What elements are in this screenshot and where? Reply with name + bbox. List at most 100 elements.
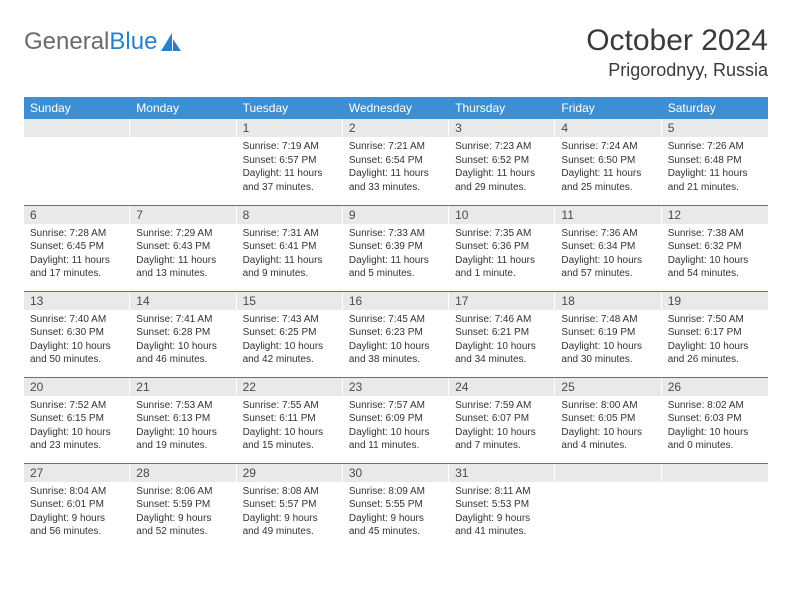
day-number (662, 464, 768, 482)
calendar-cell: 4Sunrise: 7:24 AMSunset: 6:50 PMDaylight… (555, 119, 661, 205)
day-number: 30 (343, 464, 449, 482)
calendar-cell: 28Sunrise: 8:06 AMSunset: 5:59 PMDayligh… (130, 463, 236, 549)
calendar-week: 27Sunrise: 8:04 AMSunset: 6:01 PMDayligh… (24, 463, 768, 549)
calendar-cell: 27Sunrise: 8:04 AMSunset: 6:01 PMDayligh… (24, 463, 130, 549)
day-header-row: SundayMondayTuesdayWednesdayThursdayFrid… (24, 97, 768, 119)
cell-body: Sunrise: 7:46 AMSunset: 6:21 PMDaylight:… (449, 310, 555, 370)
daylight-text: Daylight: 10 hours and 38 minutes. (349, 340, 443, 367)
sunrise-text: Sunrise: 7:21 AM (349, 140, 443, 154)
day-number: 16 (343, 292, 449, 310)
daylight-text: Daylight: 10 hours and 11 minutes. (349, 426, 443, 453)
sunrise-text: Sunrise: 7:28 AM (30, 227, 124, 241)
cell-body: Sunrise: 7:53 AMSunset: 6:13 PMDaylight:… (130, 396, 236, 456)
daylight-text: Daylight: 10 hours and 30 minutes. (561, 340, 655, 367)
daylight-text: Daylight: 10 hours and 19 minutes. (136, 426, 230, 453)
calendar-cell: 30Sunrise: 8:09 AMSunset: 5:55 PMDayligh… (343, 463, 449, 549)
day-number: 4 (555, 119, 661, 137)
calendar-cell: 29Sunrise: 8:08 AMSunset: 5:57 PMDayligh… (237, 463, 343, 549)
day-number: 29 (237, 464, 343, 482)
day-number: 20 (24, 378, 130, 396)
calendar-cell: 1Sunrise: 7:19 AMSunset: 6:57 PMDaylight… (237, 119, 343, 205)
calendar-week: 1Sunrise: 7:19 AMSunset: 6:57 PMDaylight… (24, 119, 768, 205)
sunrise-text: Sunrise: 7:41 AM (136, 313, 230, 327)
daylight-text: Daylight: 11 hours and 1 minute. (455, 254, 549, 281)
daylight-text: Daylight: 10 hours and 50 minutes. (30, 340, 124, 367)
calendar-cell: 19Sunrise: 7:50 AMSunset: 6:17 PMDayligh… (662, 291, 768, 377)
calendar-cell: 21Sunrise: 7:53 AMSunset: 6:13 PMDayligh… (130, 377, 236, 463)
calendar-week: 13Sunrise: 7:40 AMSunset: 6:30 PMDayligh… (24, 291, 768, 377)
day-number: 28 (130, 464, 236, 482)
calendar-cell: 16Sunrise: 7:45 AMSunset: 6:23 PMDayligh… (343, 291, 449, 377)
calendar-cell: 17Sunrise: 7:46 AMSunset: 6:21 PMDayligh… (449, 291, 555, 377)
daylight-text: Daylight: 11 hours and 29 minutes. (455, 167, 549, 194)
day-header: Tuesday (237, 97, 343, 119)
sunrise-text: Sunrise: 8:09 AM (349, 485, 443, 499)
sunrise-text: Sunrise: 7:31 AM (243, 227, 337, 241)
day-number: 13 (24, 292, 130, 310)
day-number: 6 (24, 206, 130, 224)
calendar-cell (24, 119, 130, 205)
day-number: 15 (237, 292, 343, 310)
cell-body: Sunrise: 8:00 AMSunset: 6:05 PMDaylight:… (555, 396, 661, 456)
day-number: 7 (130, 206, 236, 224)
day-number: 19 (662, 292, 768, 310)
cell-body: Sunrise: 8:04 AMSunset: 6:01 PMDaylight:… (24, 482, 130, 542)
sunset-text: Sunset: 6:57 PM (243, 154, 337, 168)
logo-sail-icon (160, 32, 182, 52)
sunset-text: Sunset: 6:03 PM (668, 412, 762, 426)
calendar-cell: 10Sunrise: 7:35 AMSunset: 6:36 PMDayligh… (449, 205, 555, 291)
sunset-text: Sunset: 6:01 PM (30, 498, 124, 512)
sunset-text: Sunset: 5:55 PM (349, 498, 443, 512)
daylight-text: Daylight: 11 hours and 33 minutes. (349, 167, 443, 194)
daylight-text: Daylight: 9 hours and 56 minutes. (30, 512, 124, 539)
sunset-text: Sunset: 6:50 PM (561, 154, 655, 168)
sunset-text: Sunset: 6:41 PM (243, 240, 337, 254)
daylight-text: Daylight: 11 hours and 17 minutes. (30, 254, 124, 281)
calendar-cell: 3Sunrise: 7:23 AMSunset: 6:52 PMDaylight… (449, 119, 555, 205)
sunset-text: Sunset: 6:15 PM (30, 412, 124, 426)
sunrise-text: Sunrise: 7:23 AM (455, 140, 549, 154)
day-number: 25 (555, 378, 661, 396)
day-number: 14 (130, 292, 236, 310)
sunrise-text: Sunrise: 7:26 AM (668, 140, 762, 154)
day-number: 1 (237, 119, 343, 137)
sunrise-text: Sunrise: 7:35 AM (455, 227, 549, 241)
sunset-text: Sunset: 6:45 PM (30, 240, 124, 254)
cell-body: Sunrise: 7:29 AMSunset: 6:43 PMDaylight:… (130, 224, 236, 284)
daylight-text: Daylight: 10 hours and 57 minutes. (561, 254, 655, 281)
sunrise-text: Sunrise: 7:40 AM (30, 313, 124, 327)
day-number: 24 (449, 378, 555, 396)
calendar-cell: 2Sunrise: 7:21 AMSunset: 6:54 PMDaylight… (343, 119, 449, 205)
sunrise-text: Sunrise: 8:06 AM (136, 485, 230, 499)
title-block: October 2024 Prigorodnyy, Russia (586, 24, 768, 81)
cell-body: Sunrise: 7:38 AMSunset: 6:32 PMDaylight:… (662, 224, 768, 284)
sunset-text: Sunset: 6:39 PM (349, 240, 443, 254)
calendar-cell: 12Sunrise: 7:38 AMSunset: 6:32 PMDayligh… (662, 205, 768, 291)
day-number (555, 464, 661, 482)
cell-body: Sunrise: 7:35 AMSunset: 6:36 PMDaylight:… (449, 224, 555, 284)
sunset-text: Sunset: 6:21 PM (455, 326, 549, 340)
day-number: 26 (662, 378, 768, 396)
daylight-text: Daylight: 10 hours and 23 minutes. (30, 426, 124, 453)
sunset-text: Sunset: 6:07 PM (455, 412, 549, 426)
cell-body: Sunrise: 7:59 AMSunset: 6:07 PMDaylight:… (449, 396, 555, 456)
calendar-page: GeneralBlue October 2024 Prigorodnyy, Ru… (0, 0, 792, 549)
cell-body: Sunrise: 7:19 AMSunset: 6:57 PMDaylight:… (237, 137, 343, 197)
calendar-cell: 6 Sunrise: 7:28 AMSunset: 6:45 PMDaylight… (24, 205, 130, 291)
daylight-text: Daylight: 10 hours and 15 minutes. (243, 426, 337, 453)
cell-body: Sunrise: 7:55 AMSunset: 6:11 PMDaylight:… (237, 396, 343, 456)
sunset-text: Sunset: 6:34 PM (561, 240, 655, 254)
daylight-text: Daylight: 10 hours and 46 minutes. (136, 340, 230, 367)
sunrise-text: Sunrise: 7:55 AM (243, 399, 337, 413)
day-number: 9 (343, 206, 449, 224)
cell-body: Sunrise: 7:41 AMSunset: 6:28 PMDaylight:… (130, 310, 236, 370)
calendar-week: 6Sunrise: 7:28 AMSunset: 6:45 PMDaylight… (24, 205, 768, 291)
sunrise-text: Sunrise: 7:19 AM (243, 140, 337, 154)
sunset-text: Sunset: 6:23 PM (349, 326, 443, 340)
calendar-body: 1Sunrise: 7:19 AMSunset: 6:57 PMDaylight… (24, 119, 768, 549)
cell-body: Sunrise: 7:57 AMSunset: 6:09 PMDaylight:… (343, 396, 449, 456)
sunset-text: Sunset: 6:13 PM (136, 412, 230, 426)
logo: GeneralBlue (24, 28, 182, 56)
cell-body: Sunrise: 7:23 AMSunset: 6:52 PMDaylight:… (449, 137, 555, 197)
cell-body: Sunrise: 7:31 AMSunset: 6:41 PMDaylight:… (237, 224, 343, 284)
